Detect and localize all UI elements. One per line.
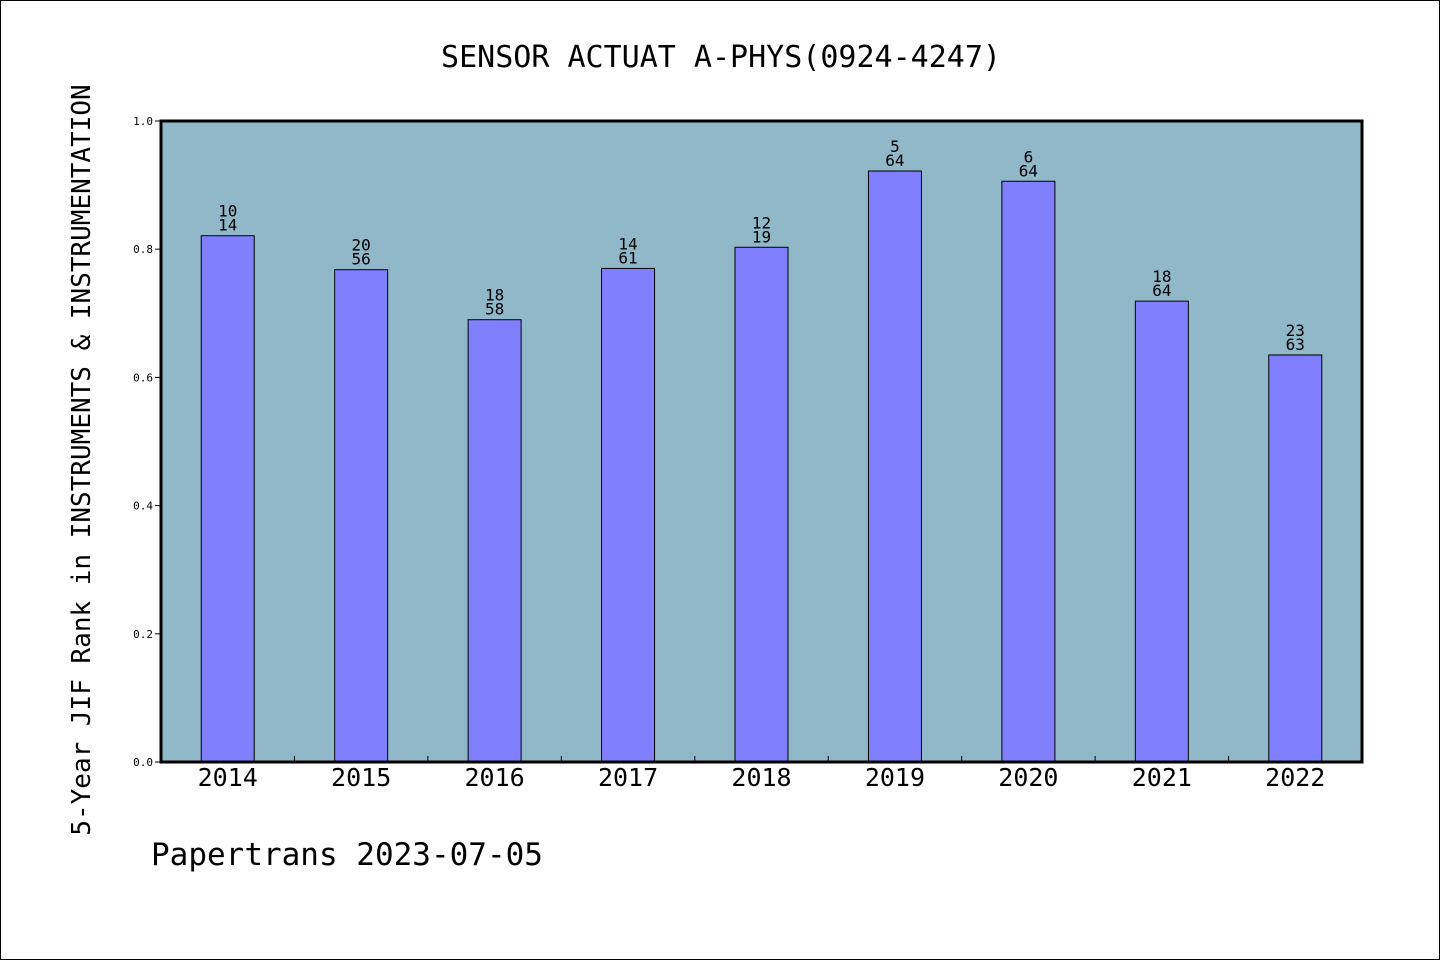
ticks-layer: 2014 2015 2016 2017 2018 2019 2020 2021 20220.00… (133, 115, 1325, 792)
bar-label-rank: 5 (890, 137, 900, 156)
bar-2018 (734, 246, 789, 763)
bar-2021 (1134, 300, 1189, 763)
y-tick-label: 0.4 (133, 500, 153, 513)
bar-label-total: 64 (885, 151, 904, 170)
x-tick-label: 2021 (1132, 763, 1192, 792)
x-tick-label: 2022 (1265, 763, 1325, 792)
bar-label-total: 64 (1152, 281, 1171, 300)
bar-2022 (1268, 354, 1323, 763)
y-tick-label: 0.0 (133, 756, 153, 769)
bar-2020 (1001, 180, 1056, 763)
y-axis-label: 5-Year JIF Rank in INSTRUMENTS & INSTRUM… (67, 84, 97, 835)
y-tick-label: 0.2 (133, 628, 153, 641)
bar-label-rank: 6 (1024, 147, 1034, 166)
bar-label-total: 58 (485, 300, 504, 319)
bar-label-total: 64 (1019, 161, 1038, 180)
y-tick-label: 1.0 (133, 115, 153, 128)
x-tick-label: 2017 (598, 763, 658, 792)
bar-2019 (867, 170, 922, 763)
bar-2017 (601, 267, 656, 763)
bar-label-rank: 14 (618, 234, 637, 253)
chart-title: SENSOR ACTUAT A-PHYS(0924-4247) (441, 40, 1001, 75)
bar-2016 (467, 319, 522, 763)
y-tick-label: 0.8 (133, 243, 153, 256)
bar-label-rank: 10 (218, 202, 237, 221)
plot-frame (159, 119, 1364, 764)
bar-label-rank: 18 (1152, 267, 1171, 286)
bar-2015 (334, 269, 389, 763)
x-tick-label: 2018 (731, 763, 791, 792)
footer-text: Papertrans 2023-07-05 (151, 837, 543, 873)
bar-label-rank: 20 (352, 236, 371, 255)
y-tick-label: 0.6 (133, 371, 153, 384)
bar-label-total: 63 (1286, 335, 1305, 354)
bar-2014 (200, 235, 255, 763)
bar-label-total: 56 (352, 250, 371, 269)
bar-label-total: 14 (218, 216, 237, 235)
bar-label-rank: 18 (485, 286, 504, 305)
x-tick-label: 2019 (865, 763, 925, 792)
bar-label-total: 19 (752, 227, 771, 246)
x-tick-label: 2020 (998, 763, 1058, 792)
bar-label-total: 61 (618, 248, 637, 267)
x-tick-label: 2016 (465, 763, 525, 792)
bar-label-rank: 23 (1286, 321, 1305, 340)
bar-label-rank: 12 (752, 213, 771, 232)
x-tick-label: 2015 (331, 763, 391, 792)
x-tick-label: 2014 (198, 763, 258, 792)
